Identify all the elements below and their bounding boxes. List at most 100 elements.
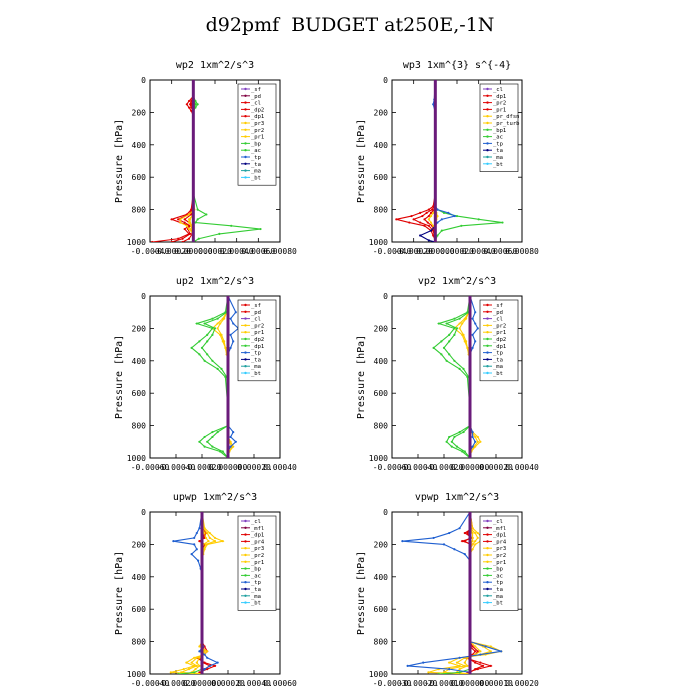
x-tick-label: 0.00040 — [220, 247, 254, 256]
legend-label: _ta — [493, 357, 503, 363]
series-point — [206, 650, 209, 653]
legend-marker — [244, 310, 247, 313]
legend-marker — [244, 581, 247, 584]
series-point — [220, 367, 223, 370]
x-tick-label: -0.00040 — [399, 463, 438, 472]
y-axis-label: Pressure [hPa] — [356, 551, 367, 635]
chart-panel-1: wp2 1xm^2/s^3 Pressure [hPa] 0 200 400 600 800… — [114, 60, 297, 256]
series-point — [229, 435, 232, 439]
series-point — [187, 99, 191, 103]
x-tick-label: -0.00020 — [399, 679, 438, 688]
series-point — [474, 440, 477, 443]
series-point — [183, 221, 186, 224]
x-tick-label: 0.00020 — [211, 679, 245, 688]
legend-label: _pr2 — [251, 553, 264, 559]
x-tick-label: 0.00040 — [462, 247, 496, 256]
legend-marker — [244, 547, 247, 550]
x-tick-label: -0.00060 — [131, 463, 170, 472]
series-point — [448, 353, 451, 356]
legend-label: _sf — [251, 87, 261, 93]
series-point — [203, 359, 206, 362]
y-tick-label: 400 — [132, 357, 147, 366]
series-point — [206, 668, 209, 671]
series-point — [221, 450, 224, 453]
y-tick-label: 200 — [374, 108, 389, 117]
legend-label: _pr_turb — [493, 121, 520, 127]
series-point — [453, 548, 456, 551]
y-tick-label: 800 — [132, 638, 147, 647]
legend-marker — [244, 567, 247, 570]
legend-marker — [244, 94, 247, 98]
series-point — [216, 661, 219, 664]
series-line-bp — [438, 512, 471, 674]
series-point — [223, 340, 226, 343]
x-tick-label: 0.000000 — [209, 463, 248, 472]
series-point — [198, 650, 201, 653]
series-point — [401, 540, 404, 543]
legend-marker — [486, 317, 489, 320]
series-point — [190, 346, 193, 349]
x-tick-label: -0.00040 — [131, 247, 170, 256]
series-point — [466, 346, 469, 349]
series-point — [211, 445, 214, 448]
series-point — [448, 340, 451, 343]
x-tick-label: 0.00010 — [479, 679, 513, 688]
series-point — [448, 531, 451, 535]
y-tick-label: 1000 — [127, 670, 146, 679]
legend-marker — [244, 601, 247, 604]
series-point — [458, 322, 461, 325]
legend-label: _ma — [493, 594, 503, 600]
legend-marker — [486, 303, 489, 307]
series-point — [471, 548, 474, 551]
series-point — [440, 218, 443, 221]
legend: _sf_pd_cl_dp2_dp1_pr3_pr2_pr1_bp_ac_tp_t… — [237, 83, 277, 186]
series-line-dp2 — [190, 296, 229, 458]
series-point — [197, 237, 200, 240]
legend-label: _pd — [493, 310, 503, 316]
series-point — [216, 430, 219, 434]
series-point — [194, 103, 197, 106]
series-point — [170, 218, 173, 221]
y-tick-label: 0 — [141, 76, 146, 85]
series-point — [151, 240, 154, 242]
series-point — [198, 353, 201, 356]
legend-box — [479, 515, 519, 611]
series-point — [183, 218, 186, 221]
series-point — [440, 229, 443, 232]
y-tick-label: 400 — [132, 573, 147, 582]
legend-marker — [244, 317, 247, 320]
series-point — [432, 224, 435, 227]
series-point — [458, 656, 461, 659]
legend-marker — [486, 519, 489, 523]
panel-title: vpwp 1xm^2/s^3 — [415, 492, 499, 503]
x-tick-label: 0.00040 — [263, 463, 297, 472]
series-point — [195, 661, 198, 664]
series-point — [471, 527, 474, 530]
y-tick-label: 1000 — [127, 238, 146, 247]
legend-marker — [486, 128, 489, 131]
series-point — [213, 540, 217, 543]
legend-label: _bp1 — [493, 128, 506, 134]
series-point — [190, 109, 193, 112]
series-point — [203, 668, 206, 671]
series-point — [432, 103, 435, 106]
series-point — [461, 540, 464, 543]
legend-label: _dp1 — [493, 94, 506, 100]
series-point — [219, 322, 222, 325]
series-point — [436, 208, 439, 211]
legend-label: _ac — [493, 573, 503, 579]
legend-label: _ta — [251, 357, 261, 363]
legend-label: _sf — [251, 303, 261, 309]
series-point — [427, 224, 430, 227]
series-point — [474, 531, 477, 535]
legend-marker — [244, 560, 247, 563]
panel-title: vp2 1xm^2/s^3 — [418, 276, 496, 287]
series-point — [458, 327, 461, 330]
series-point — [501, 221, 504, 224]
legend-label: _bp — [251, 141, 261, 147]
legend-marker — [244, 587, 247, 591]
x-tick-label: -0.00010 — [425, 679, 464, 688]
legend-label: _mfl — [251, 526, 264, 532]
series-point — [476, 440, 479, 443]
legend-label: _ma — [493, 364, 503, 370]
